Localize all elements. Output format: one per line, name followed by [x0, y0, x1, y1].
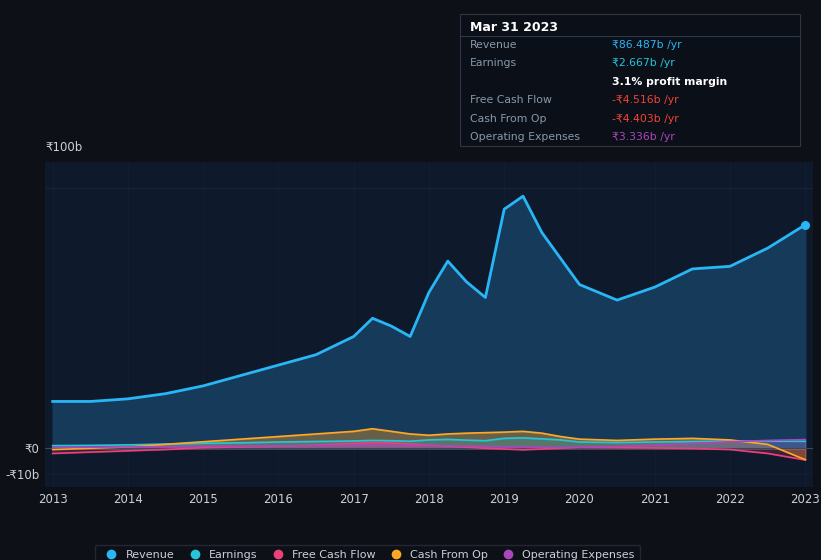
Text: ₹86.487b /yr: ₹86.487b /yr: [612, 40, 681, 50]
Text: 3.1% profit margin: 3.1% profit margin: [612, 77, 727, 87]
Text: Free Cash Flow: Free Cash Flow: [470, 95, 552, 105]
Text: ₹100b: ₹100b: [45, 141, 82, 154]
Legend: Revenue, Earnings, Free Cash Flow, Cash From Op, Operating Expenses: Revenue, Earnings, Free Cash Flow, Cash …: [94, 545, 640, 560]
Text: Mar 31 2023: Mar 31 2023: [470, 21, 557, 34]
Text: Revenue: Revenue: [470, 40, 517, 50]
Text: ₹2.667b /yr: ₹2.667b /yr: [612, 58, 674, 68]
Text: ₹3.336b /yr: ₹3.336b /yr: [612, 132, 674, 142]
Text: Cash From Op: Cash From Op: [470, 114, 546, 124]
Text: Earnings: Earnings: [470, 58, 516, 68]
Text: -₹4.403b /yr: -₹4.403b /yr: [612, 114, 678, 124]
Point: [799, 220, 812, 229]
Text: Operating Expenses: Operating Expenses: [470, 132, 580, 142]
Text: -₹4.516b /yr: -₹4.516b /yr: [612, 95, 678, 105]
